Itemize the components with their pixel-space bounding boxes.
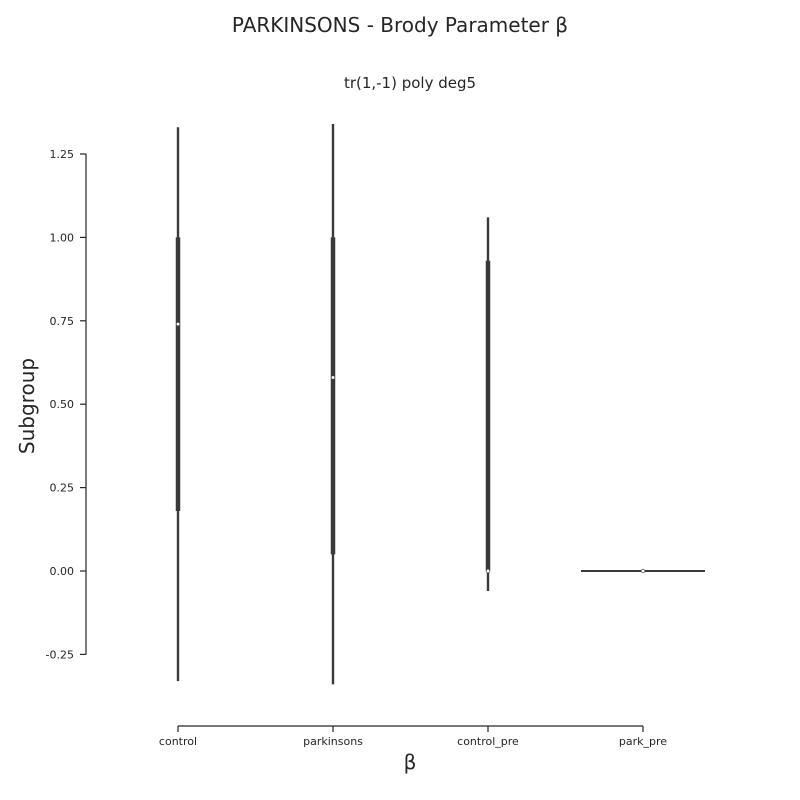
y-tick-label: -0.25 (46, 648, 74, 661)
y-tick-label: 0.00 (50, 565, 75, 578)
y-axis-label: Subgroup (15, 358, 39, 454)
y-axis: -0.25 0.00 0.25 0.50 0.75 1.00 1.25 (46, 148, 87, 661)
y-tick-label: 0.25 (50, 482, 75, 495)
violin-park_pre (581, 568, 705, 574)
x-tick-label: parkinsons (303, 735, 363, 748)
chart-title: PARKINSONS - Brody Parameter β (232, 13, 568, 37)
violins (175, 123, 705, 685)
violin-median-point (485, 568, 491, 574)
y-tick-label: 0.75 (50, 315, 75, 328)
x-axis-label: β (404, 750, 417, 774)
x-axis: control parkinsons control_pre park_pre (159, 725, 667, 748)
y-tick-label: 1.00 (50, 231, 75, 244)
x-tick-label: control (159, 735, 197, 748)
chart-subtitle: tr(1,-1) poly deg5 (344, 74, 476, 92)
violin-median-point (330, 375, 336, 380)
x-tick-label: park_pre (619, 735, 667, 748)
violin-parkinsons (330, 123, 336, 685)
y-tick-label: 1.25 (50, 148, 75, 161)
violin-median-point (640, 568, 646, 574)
y-tick-label: 0.50 (50, 398, 75, 411)
x-tick-label: control_pre (457, 735, 519, 748)
violin-control_pre (485, 217, 491, 592)
violin-control (175, 127, 181, 682)
violin-median-point (175, 322, 181, 327)
